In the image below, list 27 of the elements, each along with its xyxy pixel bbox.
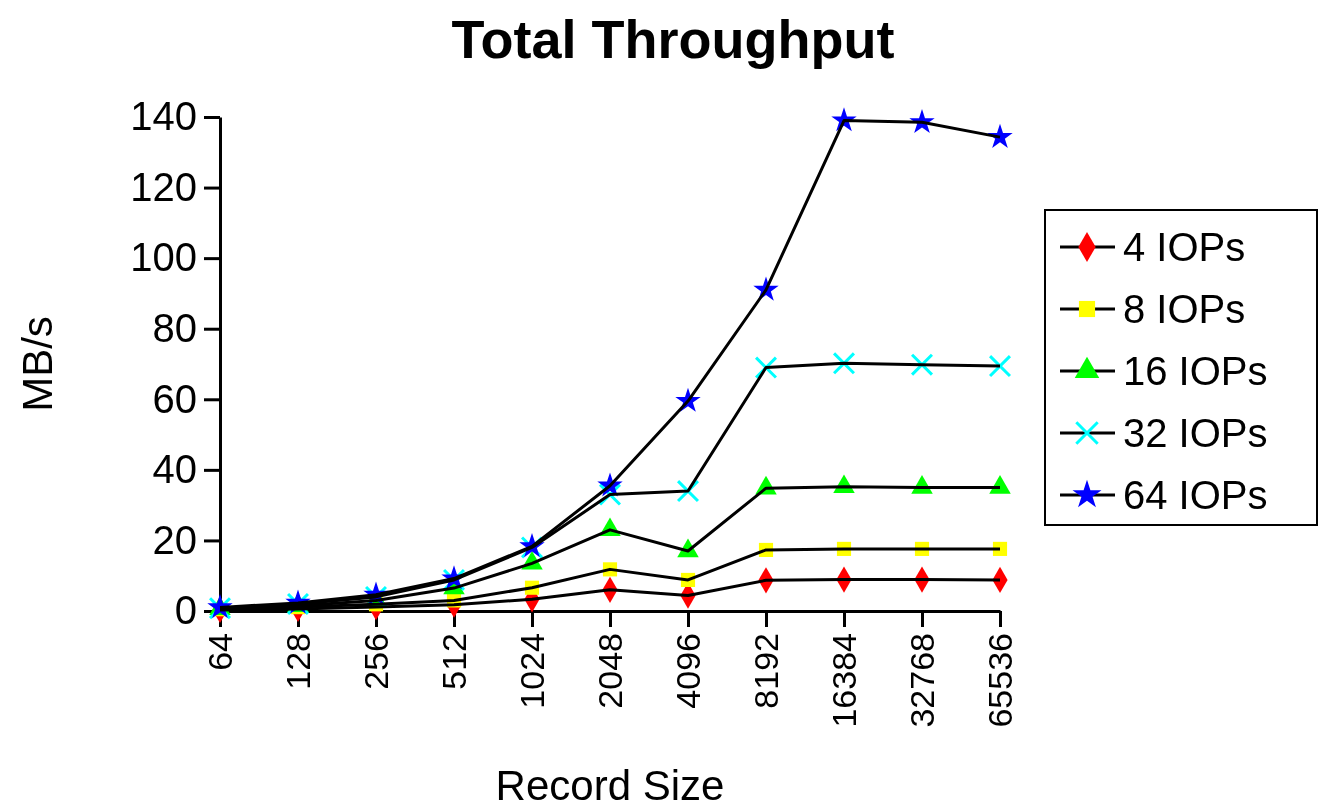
- legend-label: 4 IOPs: [1123, 225, 1246, 269]
- legend-label: 64 IOPs: [1123, 473, 1268, 517]
- legend-label: 16 IOPs: [1123, 349, 1268, 393]
- x-tick-label: 64: [201, 633, 240, 671]
- y-tick-label: 40: [152, 447, 197, 492]
- x-tick-label: 512: [435, 633, 474, 690]
- x-axis-title: Record Size: [495, 762, 725, 808]
- x-tick-label: 16384: [825, 633, 864, 728]
- x-tick-label: 32768: [903, 633, 942, 728]
- chart-title: Total Throughput: [451, 9, 895, 69]
- legend-label: 8 IOPs: [1123, 287, 1246, 331]
- x-tick-label: 256: [357, 633, 396, 690]
- y-axis-title: MB/s: [14, 316, 61, 412]
- y-tick-label: 120: [130, 164, 197, 209]
- y-tick-label: 60: [152, 376, 197, 421]
- y-tick-label: 80: [152, 306, 197, 351]
- y-tick-label: 140: [130, 94, 197, 139]
- legend-label: 32 IOPs: [1123, 411, 1268, 455]
- x-tick-label: 1024: [513, 633, 552, 709]
- x-tick-label: 8192: [747, 633, 786, 709]
- x-tick-label: 2048: [591, 633, 630, 709]
- x-tick-label: 4096: [669, 633, 708, 709]
- y-tick-label: 100: [130, 235, 197, 280]
- x-tick-label: 65536: [981, 633, 1020, 728]
- y-tick-label: 0: [174, 588, 197, 633]
- x-tick-label: 128: [279, 633, 318, 690]
- y-tick-label: 20: [152, 517, 197, 562]
